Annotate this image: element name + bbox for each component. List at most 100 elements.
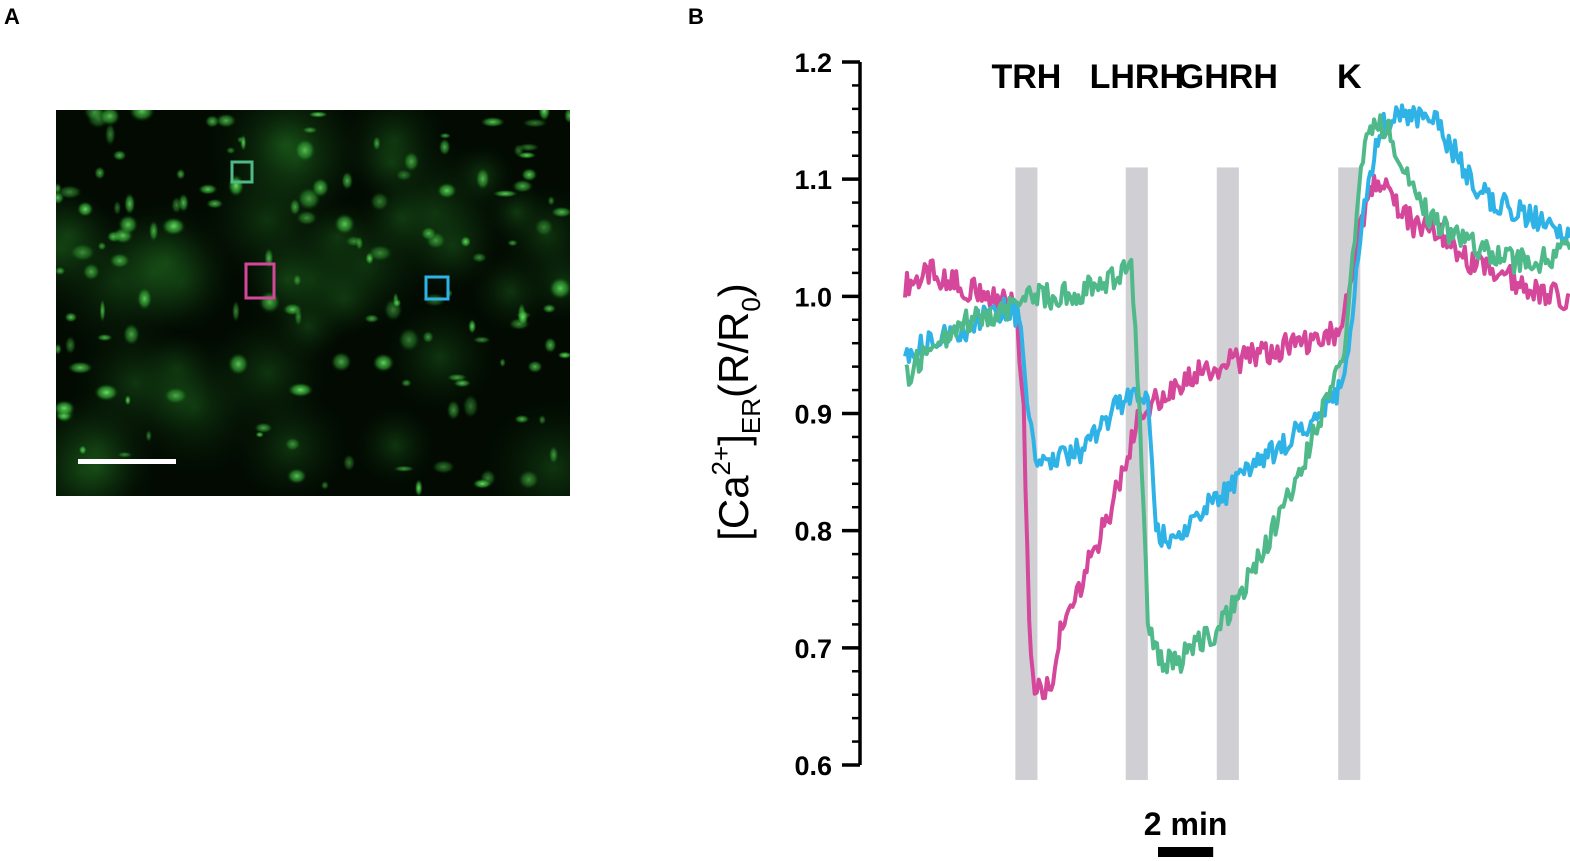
cell	[345, 235, 363, 247]
cell	[475, 167, 490, 190]
cell	[372, 353, 395, 373]
fluorescent-cells	[56, 110, 570, 496]
cell	[215, 113, 237, 128]
trace-line	[904, 113, 1570, 675]
y-tick-label: 1.0	[794, 282, 832, 312]
cell	[538, 414, 547, 425]
cell	[511, 179, 534, 193]
y-label-ratio-close: )	[710, 283, 757, 297]
cell	[292, 273, 302, 287]
y-ticks	[842, 60, 860, 767]
cell	[204, 114, 220, 128]
cell	[302, 126, 318, 134]
cell	[431, 459, 456, 474]
cell	[422, 330, 434, 344]
cell	[392, 298, 402, 308]
scale-bar	[78, 459, 176, 464]
y-label-sub: ER	[736, 398, 766, 434]
cell	[403, 151, 420, 172]
cell	[438, 138, 451, 156]
cell	[258, 290, 281, 314]
cell	[161, 217, 186, 236]
cell	[67, 361, 94, 375]
cell	[94, 166, 106, 180]
cell	[240, 134, 247, 151]
cell	[330, 351, 352, 372]
cell	[514, 414, 530, 424]
stimulus-label-trh: TRH	[991, 58, 1061, 96]
cell	[522, 118, 548, 128]
cell	[296, 210, 318, 226]
y-tick-label: 1.2	[794, 48, 832, 78]
haze-blob	[353, 404, 437, 488]
stimulus-bar-lhrh	[1125, 167, 1148, 780]
cell	[420, 226, 437, 241]
cell	[414, 479, 423, 496]
cell	[225, 146, 236, 155]
y-tick-label: 0.8	[794, 517, 832, 547]
cell	[78, 445, 87, 455]
cell	[548, 277, 570, 300]
cell	[521, 168, 538, 182]
cell	[472, 336, 491, 344]
cell	[113, 200, 122, 216]
cell	[56, 400, 76, 416]
cell	[294, 138, 316, 162]
y-tick-labels: 0.6 0.7 0.8 0.9 1.0 1.1 1.2	[794, 48, 832, 781]
cell	[76, 201, 94, 217]
cell	[436, 182, 457, 199]
cell	[439, 132, 451, 139]
haze-blob	[227, 110, 367, 228]
cell	[517, 308, 529, 326]
cell	[254, 422, 273, 434]
cell	[564, 110, 570, 124]
roi-box-cyan	[424, 275, 450, 301]
cell	[124, 394, 131, 406]
cell	[472, 478, 492, 489]
cell	[507, 239, 519, 247]
cell	[480, 116, 506, 128]
cell	[64, 312, 78, 323]
y-label-main: [Ca	[710, 475, 757, 541]
cell	[342, 454, 356, 472]
cell	[372, 136, 381, 151]
cell	[462, 394, 479, 419]
panel-label-b: B	[688, 4, 704, 29]
cell	[398, 327, 420, 352]
cell	[112, 149, 127, 161]
cell	[109, 252, 131, 269]
cell	[163, 387, 188, 405]
cell	[116, 451, 133, 458]
cell	[104, 122, 116, 146]
cell	[124, 192, 136, 215]
cell	[460, 235, 472, 248]
cell	[284, 437, 301, 451]
cell	[96, 333, 113, 342]
cell	[538, 110, 551, 122]
cell	[56, 343, 62, 355]
cell	[99, 110, 121, 126]
stimulus-label-ghrh: GHRH	[1178, 58, 1278, 96]
cell	[148, 220, 159, 242]
y-label-close: ]	[710, 434, 757, 446]
stimulus-label-k: K	[1337, 58, 1362, 96]
y-label-sup: 2+	[706, 446, 736, 476]
cell	[311, 177, 330, 198]
trace-line	[903, 103, 1570, 550]
cell	[136, 287, 153, 311]
cell	[527, 360, 543, 374]
cell	[289, 198, 301, 216]
haze-blob	[70, 318, 201, 448]
roi-box-magenta	[244, 262, 276, 300]
cell	[499, 357, 506, 368]
cell	[97, 241, 107, 251]
cell	[206, 198, 224, 209]
cell	[231, 300, 240, 323]
cell	[294, 307, 303, 327]
cell	[82, 262, 101, 281]
cell	[516, 151, 537, 159]
cell	[308, 111, 329, 118]
y-label-ratio-sub: 0	[736, 297, 766, 311]
